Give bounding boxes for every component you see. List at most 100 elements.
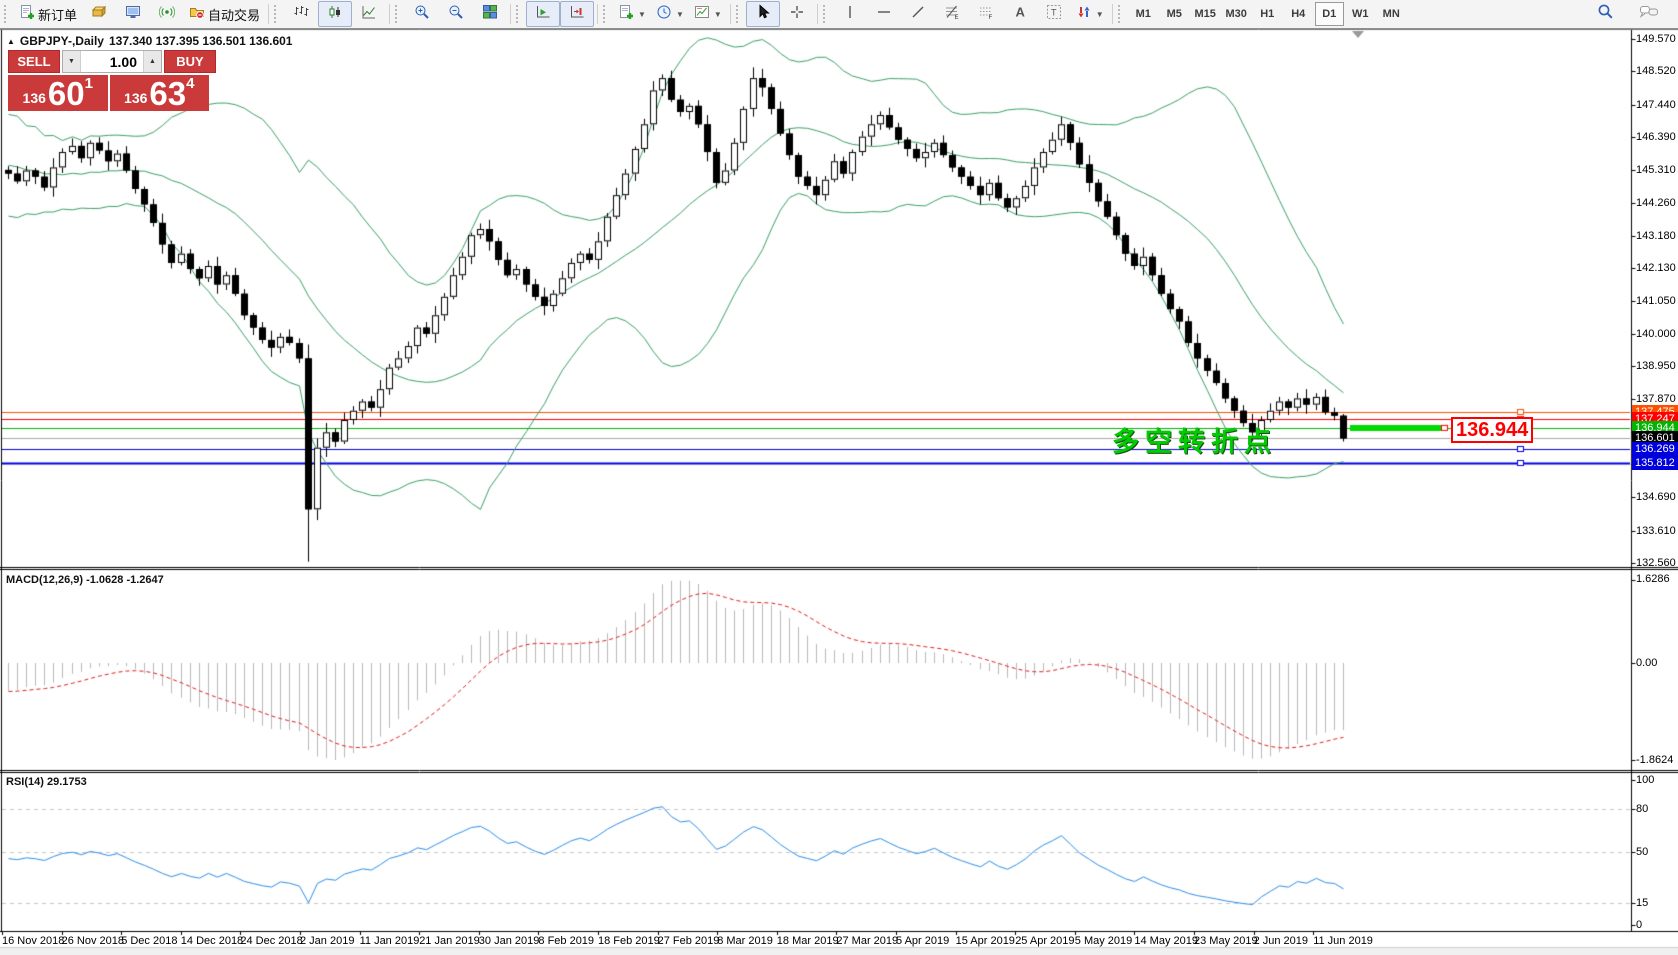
annotation-text[interactable]: 多空转折点 [1112,420,1277,459]
arrow-objects-button[interactable]: ▼ [1071,1,1109,27]
channels-button[interactable]: F [969,1,1003,27]
templates-icon [694,4,710,25]
price-axis-tick: 147.440 [1636,99,1676,111]
time-axis-label: 24 Dec 2018 [240,935,302,947]
rsi-axis-tick: 80 [1636,803,1648,815]
price-axis-tick: 132.560 [1636,557,1676,569]
channels-icon: F [978,4,994,25]
sell-price[interactable]: 136 60 1 [8,75,108,111]
timeframe-m1-button[interactable]: M1 [1129,2,1158,26]
text-label-button[interactable]: T [1037,1,1071,27]
rsi-axis-tick: 100 [1636,774,1654,786]
periods-icon [656,4,672,25]
text-button[interactable]: A [1003,1,1037,27]
templates-dropdown-arrow[interactable]: ▼ [714,10,722,19]
sell-price-prefix: 136 [23,87,46,109]
timeframe-h4-button[interactable]: H4 [1284,2,1313,26]
vertical-line-icon [842,4,858,25]
price-chart-canvas[interactable] [0,0,1678,955]
price-axis-tick: 142.130 [1636,262,1676,274]
time-axis-label: 21 Jan 2019 [419,935,480,947]
time-axis-label: 14 May 2019 [1134,935,1198,947]
periods-dropdown-arrow[interactable]: ▼ [676,10,684,19]
sell-button[interactable]: SELL [8,50,60,73]
time-axis-label: 2 Jan 2019 [300,935,354,947]
auto-scroll-button[interactable] [526,1,560,27]
buy-price[interactable]: 136 63 4 [110,75,210,111]
toolbar-separator [268,4,269,24]
price-axis-tick: 145.310 [1636,164,1676,176]
trend-line-button[interactable] [901,1,935,27]
vertical-line-button[interactable] [833,1,867,27]
chat-button[interactable] [1632,1,1666,27]
price-axis-tick: 143.180 [1636,230,1676,242]
time-axis-label: 18 Feb 2019 [598,935,660,947]
signals-button[interactable] [150,1,184,27]
signals-icon [159,4,175,25]
metaeditor-icon [125,4,141,25]
line-chart-icon [361,4,377,25]
volume-increase-button[interactable]: ▲ [143,51,161,72]
time-axis-label: 11 Jan 2019 [360,935,420,947]
indicators-dropdown-arrow[interactable]: ▼ [638,10,646,19]
timeframe-mn-button[interactable]: MN [1377,2,1406,26]
price-axis-tick: 138.950 [1636,360,1676,372]
trend-line-icon [910,4,926,25]
time-axis-label: 14 Dec 2018 [181,935,243,947]
timeframe-m30-button[interactable]: M30 [1222,2,1251,26]
price-label-box[interactable]: 136.944 [1451,417,1533,443]
timeframe-m5-button[interactable]: M5 [1160,2,1189,26]
line-chart-button[interactable] [352,1,386,27]
templates-button[interactable]: ▼ [689,1,727,27]
bar-chart-button[interactable] [284,1,318,27]
chart-shift-button[interactable] [560,1,594,27]
time-axis-label: 5 Apr 2019 [896,935,949,947]
one-click-trading-panel: SELL ▼ ▲ BUY 136 60 1 136 63 4 [8,50,209,111]
timeframe-w1-button[interactable]: W1 [1346,2,1375,26]
time-axis-label: 15 Apr 2019 [956,935,1015,947]
toolbar-drag-handle [1118,5,1125,23]
ohlc-readout: 137.340 137.395 136.501 136.601 [109,34,293,48]
candlestick-chart-button[interactable] [318,1,352,27]
macd-axis-tick: -1.8624 [1636,754,1673,766]
new-order-button[interactable]: 新订单 [14,1,82,27]
time-axis-label: 5 May 2019 [1075,935,1132,947]
text-label-icon: T [1046,4,1062,25]
time-axis-label: 5 Dec 2018 [121,935,177,947]
toolbar-drag-handle [4,5,11,23]
buy-price-sup: 4 [186,69,194,99]
tile-windows-button[interactable] [473,1,507,27]
toolbar-drag-handle [516,5,523,23]
toolbar-separator [730,4,731,24]
horizontal-line-icon [876,4,892,25]
tile-windows-icon [482,4,498,25]
chat-icon [1639,4,1659,25]
new-order-icon [19,4,35,25]
cursor-icon [755,4,771,25]
toolbar-separator [510,4,511,24]
timeframe-d1-button[interactable]: D1 [1315,2,1344,26]
fibonacci-button[interactable]: E [935,1,969,27]
periods-button[interactable]: ▼ [651,1,689,27]
metaeditor-button[interactable] [116,1,150,27]
collapse-triangle-icon[interactable]: ▲ [7,37,15,46]
price-axis-tick: 144.260 [1636,197,1676,209]
zoom-in-button[interactable] [405,1,439,27]
toolbar-drag-handle [274,5,281,23]
horizontal-line-button[interactable] [867,1,901,27]
indicators-button[interactable]: ▼ [613,1,651,27]
svg-text:E: E [954,15,958,20]
arrow-objects-dropdown-arrow[interactable]: ▼ [1096,10,1104,19]
zoom-out-button[interactable] [439,1,473,27]
search-button[interactable] [1588,1,1622,27]
timeframe-h1-button[interactable]: H1 [1253,2,1282,26]
profile-button[interactable] [82,1,116,27]
volume-decrease-button[interactable]: ▼ [63,51,81,72]
autotrading-button[interactable]: 自动交易 [184,1,265,27]
macd-label: MACD(12,26,9) -1.0628 -1.2647 [6,574,164,586]
cursor-button[interactable] [746,1,780,27]
toolbar-separator [1112,4,1113,24]
crosshair-button[interactable] [780,1,814,27]
timeframe-m15-button[interactable]: M15 [1191,2,1220,26]
toolbar-drag-handle [736,5,743,23]
